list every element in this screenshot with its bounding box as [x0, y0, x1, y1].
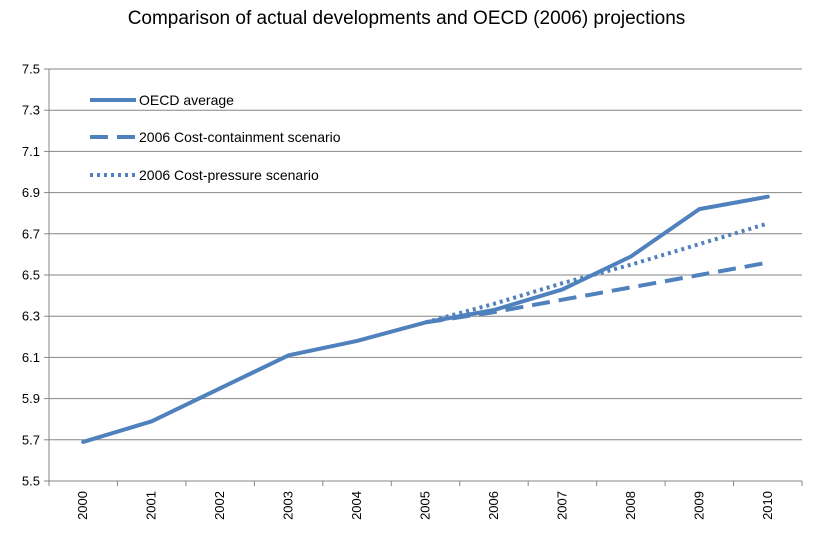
x-tick-label: 2005	[418, 491, 433, 520]
chart-title: Comparison of actual developments and OE…	[127, 8, 686, 29]
series-lines	[81, 194, 770, 444]
legend-label: 2006 Cost-containment scenario	[139, 129, 341, 145]
y-tick-label: 5.9	[22, 391, 40, 406]
y-tick-label: 6.7	[22, 226, 40, 241]
y-axis-tick-labels: 5.5 5.7 5.9 6.1 6.3 6.5 6.7 6.9 7.1 7.3 7.5	[22, 62, 40, 489]
y-tick-label: 6.5	[22, 268, 40, 283]
x-axis-tick-labels: 2000 2001 2002 2003 2004 2005 2006 2007 2008 2009…	[75, 491, 775, 520]
legend: OECD average 2006 Cost-containment scenar…	[90, 92, 341, 183]
y-tick-label: 6.9	[22, 185, 40, 200]
y-tick-label: 6.1	[22, 350, 40, 365]
x-tick-label: 2010	[760, 491, 775, 520]
y-tick-label: 7.1	[22, 144, 40, 159]
legend-label: OECD average	[139, 92, 234, 108]
axes	[44, 68, 803, 486]
y-tick-label: 5.5	[22, 474, 40, 489]
x-tick-label: 2004	[349, 491, 364, 520]
legend-label: 2006 Cost-pressure scenario	[139, 167, 319, 183]
x-tick-label: 2002	[212, 491, 227, 520]
y-tick-label: 7.3	[22, 103, 40, 118]
x-tick-label: 2000	[75, 491, 90, 520]
x-tick-label: 2009	[691, 491, 706, 520]
x-tick-label: 2008	[623, 491, 638, 520]
x-tick-label: 2003	[281, 491, 296, 520]
gridlines	[49, 68, 802, 441]
x-tick-label: 2001	[144, 491, 159, 520]
x-tick-label: 2006	[486, 491, 501, 520]
y-tick-label: 7.5	[22, 62, 40, 77]
y-tick-label: 6.3	[22, 309, 40, 324]
y-tick-label: 5.7	[22, 432, 40, 447]
x-tick-label: 2007	[554, 491, 569, 520]
series-line-solid	[81, 194, 770, 444]
